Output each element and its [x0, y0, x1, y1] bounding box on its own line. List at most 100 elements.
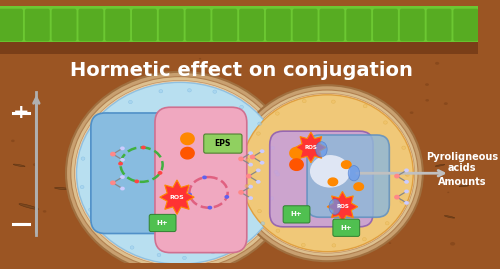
Ellipse shape	[340, 249, 344, 252]
Ellipse shape	[270, 146, 274, 150]
Ellipse shape	[450, 242, 455, 246]
Ellipse shape	[256, 168, 260, 172]
Ellipse shape	[404, 201, 409, 205]
Ellipse shape	[425, 83, 429, 86]
Ellipse shape	[245, 184, 249, 188]
Ellipse shape	[13, 164, 25, 167]
Ellipse shape	[316, 142, 327, 157]
FancyBboxPatch shape	[307, 135, 390, 217]
FancyBboxPatch shape	[91, 113, 192, 233]
Ellipse shape	[211, 250, 215, 254]
Ellipse shape	[161, 199, 173, 204]
FancyBboxPatch shape	[204, 134, 242, 153]
Ellipse shape	[149, 148, 154, 151]
Ellipse shape	[310, 130, 313, 132]
Polygon shape	[160, 180, 194, 214]
FancyBboxPatch shape	[283, 206, 310, 223]
Polygon shape	[328, 178, 338, 186]
Ellipse shape	[402, 146, 406, 149]
Ellipse shape	[198, 145, 202, 148]
Ellipse shape	[110, 180, 116, 185]
Ellipse shape	[248, 196, 253, 200]
Text: Hormetic effect on conjugation: Hormetic effect on conjugation	[70, 61, 412, 80]
Ellipse shape	[80, 185, 84, 189]
Ellipse shape	[238, 72, 241, 74]
Ellipse shape	[248, 185, 253, 189]
Ellipse shape	[404, 189, 409, 193]
Text: EPS: EPS	[214, 139, 231, 148]
Ellipse shape	[394, 195, 400, 200]
FancyBboxPatch shape	[266, 9, 291, 41]
Text: Pyroligneous: Pyroligneous	[426, 152, 498, 162]
Ellipse shape	[250, 155, 256, 159]
Ellipse shape	[388, 242, 391, 244]
FancyBboxPatch shape	[25, 9, 50, 41]
Ellipse shape	[182, 256, 186, 260]
Ellipse shape	[310, 71, 314, 73]
Ellipse shape	[404, 180, 409, 184]
Ellipse shape	[202, 175, 207, 179]
Ellipse shape	[158, 171, 162, 175]
Polygon shape	[296, 132, 326, 163]
Polygon shape	[327, 192, 358, 222]
Ellipse shape	[11, 140, 15, 142]
Ellipse shape	[158, 116, 160, 118]
Ellipse shape	[120, 175, 125, 179]
Ellipse shape	[380, 141, 385, 144]
Ellipse shape	[363, 104, 367, 108]
Polygon shape	[181, 133, 194, 144]
FancyBboxPatch shape	[155, 107, 247, 253]
Ellipse shape	[188, 89, 192, 92]
Ellipse shape	[141, 146, 146, 149]
Ellipse shape	[270, 197, 274, 200]
Ellipse shape	[332, 100, 336, 103]
FancyBboxPatch shape	[0, 9, 23, 41]
FancyBboxPatch shape	[373, 9, 398, 41]
Ellipse shape	[236, 236, 240, 240]
Ellipse shape	[364, 231, 369, 234]
Ellipse shape	[447, 192, 450, 193]
Ellipse shape	[246, 158, 250, 162]
Text: ROS: ROS	[336, 204, 349, 209]
Ellipse shape	[400, 200, 404, 203]
Ellipse shape	[205, 216, 216, 218]
Ellipse shape	[404, 172, 408, 175]
Ellipse shape	[281, 210, 293, 213]
Ellipse shape	[444, 215, 454, 218]
Ellipse shape	[120, 158, 125, 162]
Ellipse shape	[54, 187, 70, 190]
Ellipse shape	[360, 119, 364, 122]
Polygon shape	[181, 147, 194, 159]
Ellipse shape	[134, 179, 139, 183]
Text: H+: H+	[340, 225, 352, 231]
Ellipse shape	[120, 187, 125, 190]
Polygon shape	[290, 147, 303, 159]
Ellipse shape	[436, 164, 444, 167]
Ellipse shape	[114, 187, 116, 189]
Ellipse shape	[128, 100, 132, 104]
Ellipse shape	[374, 160, 377, 162]
FancyBboxPatch shape	[270, 131, 373, 227]
Ellipse shape	[248, 151, 253, 155]
Ellipse shape	[236, 190, 242, 193]
Ellipse shape	[242, 198, 256, 200]
Ellipse shape	[104, 230, 108, 233]
Ellipse shape	[204, 182, 208, 184]
Ellipse shape	[134, 146, 138, 148]
FancyBboxPatch shape	[159, 9, 184, 41]
Ellipse shape	[274, 170, 278, 174]
Ellipse shape	[435, 62, 439, 65]
FancyBboxPatch shape	[333, 219, 359, 236]
Ellipse shape	[410, 111, 414, 114]
Ellipse shape	[90, 203, 94, 205]
Ellipse shape	[348, 166, 360, 181]
Ellipse shape	[337, 137, 342, 141]
Ellipse shape	[329, 199, 340, 214]
Ellipse shape	[318, 192, 332, 196]
FancyBboxPatch shape	[52, 9, 76, 41]
FancyBboxPatch shape	[320, 9, 344, 41]
Text: −: −	[13, 214, 29, 233]
Ellipse shape	[374, 198, 376, 200]
Ellipse shape	[332, 244, 336, 247]
Ellipse shape	[404, 200, 418, 203]
